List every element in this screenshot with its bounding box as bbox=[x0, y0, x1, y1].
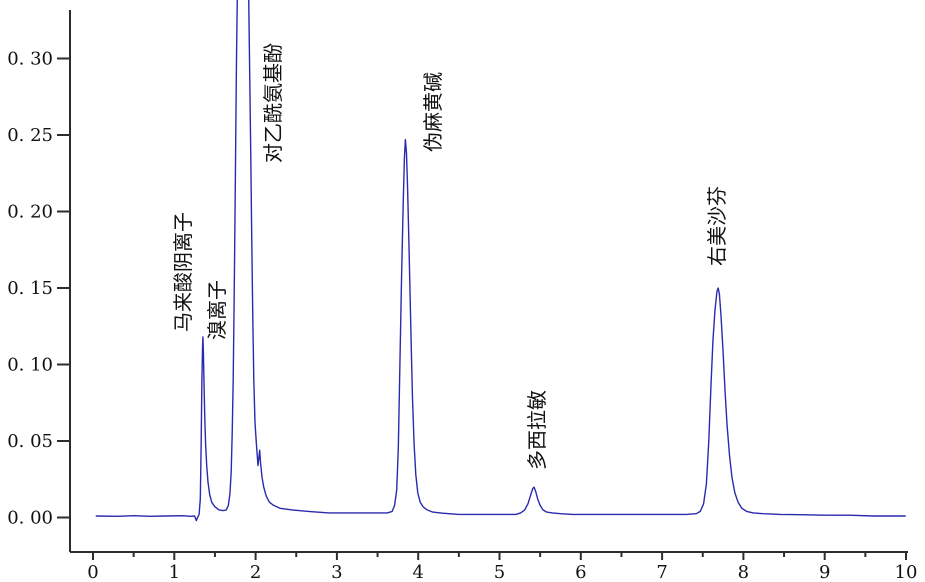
axes bbox=[69, 10, 908, 553]
peak-label: 对乙酰氨基酚 bbox=[261, 43, 285, 163]
x-tick-label: 5 bbox=[494, 562, 505, 582]
x-ticks bbox=[92, 552, 907, 560]
y-tick-label: 0. 25 bbox=[7, 125, 53, 146]
x-tick-label: 1 bbox=[169, 562, 180, 582]
y-ticks bbox=[57, 57, 70, 519]
x-tick-label: 7 bbox=[656, 562, 667, 582]
x-tick-label: 8 bbox=[738, 562, 749, 582]
x-tick-label: 6 bbox=[575, 562, 586, 582]
y-tick-label: 0. 00 bbox=[7, 508, 53, 529]
x-tick-label: 3 bbox=[331, 562, 342, 582]
x-tick-label: 0 bbox=[87, 562, 98, 582]
peak-label: 多西拉敏 bbox=[525, 390, 549, 470]
x-tick-labels: 0 1 2 3 4 5 6 7 8 9 10 bbox=[87, 562, 917, 582]
x-tick-label: 10 bbox=[895, 562, 918, 582]
x-tick-label: 9 bbox=[819, 562, 830, 582]
x-tick-label: 2 bbox=[250, 562, 261, 582]
x-tick-label: 4 bbox=[412, 562, 423, 582]
y-tick-label: 0. 10 bbox=[7, 355, 53, 376]
chromatogram-trace bbox=[95, 0, 906, 522]
peak-label: 马来酸阴离子 bbox=[171, 212, 195, 332]
peak-label: 右美沙芬 bbox=[705, 186, 729, 266]
y-tick-label: 0. 15 bbox=[7, 278, 53, 299]
y-tick-label: 0. 20 bbox=[7, 202, 53, 223]
peak-label: 伪麻黄碱 bbox=[421, 72, 445, 152]
y-tick-labels: 0. 00 0. 05 0. 10 0. 15 0. 20 0. 25 0. 30 bbox=[7, 49, 53, 529]
y-tick-label: 0. 30 bbox=[7, 49, 53, 70]
y-tick-label: 0. 05 bbox=[7, 431, 53, 452]
peak-label: 溴离子 bbox=[205, 280, 229, 340]
